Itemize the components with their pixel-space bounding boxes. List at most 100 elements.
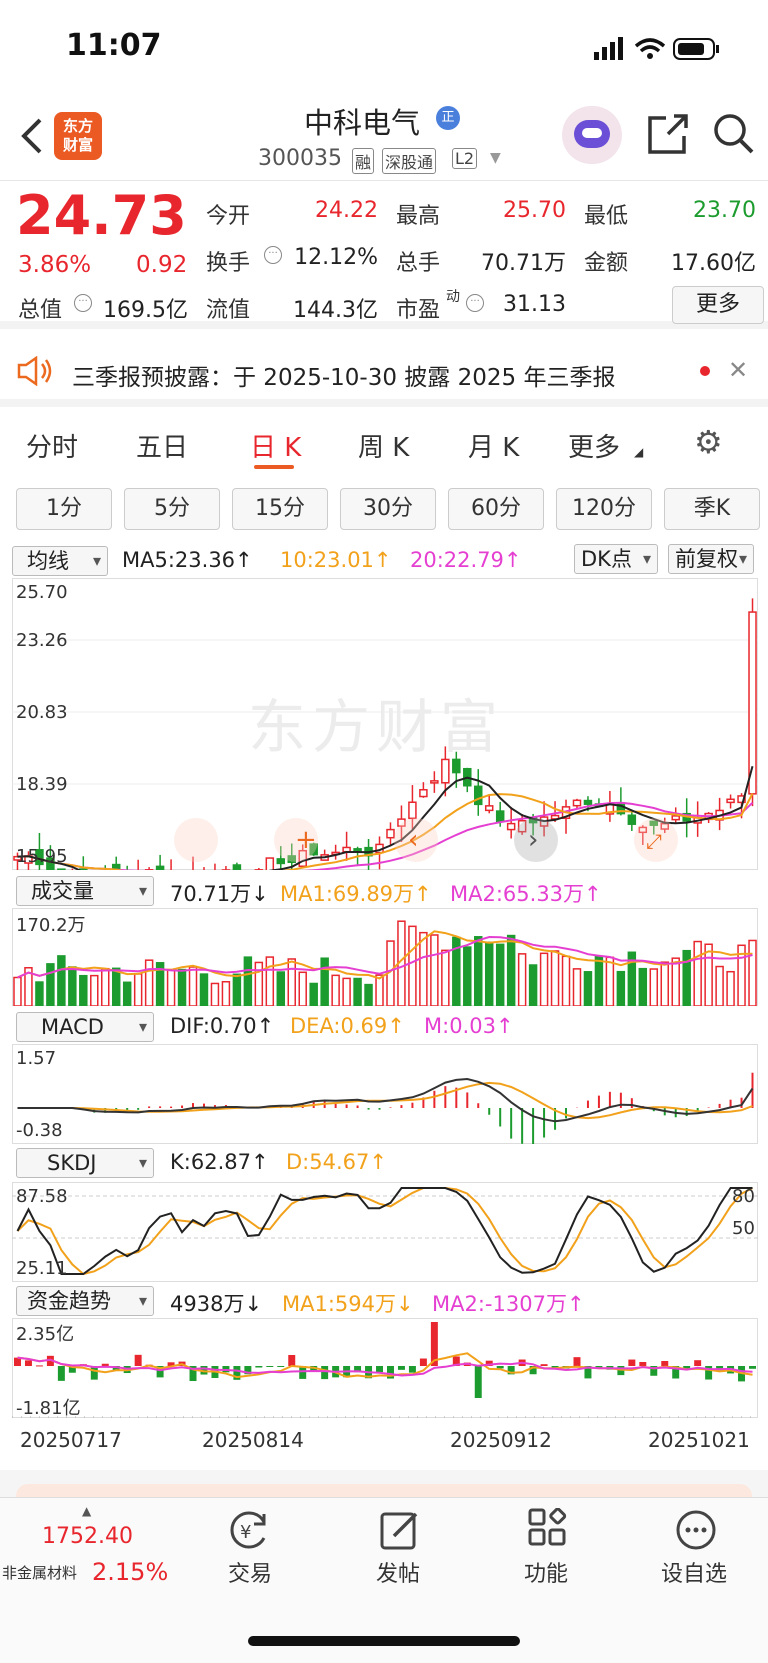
pe-value: 31.13 (503, 292, 566, 317)
candle-body (79, 868, 88, 870)
post-icon[interactable] (378, 1508, 422, 1552)
macd-tick-bottom: -0.38 (16, 1120, 63, 1141)
kline-chart[interactable]: + ‹ › ⤢ (12, 578, 758, 870)
fund-ma1: MA1:594万↓ (282, 1292, 414, 1316)
settings-gear-icon[interactable]: ⚙ (694, 423, 723, 461)
volume-selector[interactable]: 成交量 (16, 876, 154, 906)
volume-bar (484, 941, 494, 1006)
dropdown-icon[interactable]: ▼ (490, 150, 501, 166)
fund-bar (628, 1359, 636, 1366)
period-season[interactable]: 季K (664, 488, 760, 530)
connect-badge: 深股通 (382, 148, 437, 174)
back-arrow-icon[interactable] (18, 116, 48, 156)
fund-bar (156, 1366, 164, 1378)
date-label: 20251021 (648, 1428, 750, 1452)
candle-body (111, 863, 121, 870)
period-15min[interactable]: 15分 (232, 488, 328, 530)
notice-bar[interactable] (0, 337, 768, 407)
next-icon[interactable]: › (528, 825, 538, 855)
nav-trade[interactable]: 交易 (227, 1562, 272, 1587)
notice-text: 三季报预披露：于 2025-10-30 披露 2025 年三季报 (72, 365, 616, 391)
candle-body (35, 849, 44, 866)
share-icon[interactable] (646, 112, 690, 156)
fund-bar (672, 1366, 680, 1379)
volume-bar (550, 950, 560, 1006)
candle-body (495, 810, 505, 823)
tab-intraday[interactable]: 分时 (26, 433, 79, 463)
nav-functions[interactable]: 功能 (523, 1562, 568, 1587)
turnover-label: 换手 (206, 251, 251, 276)
skdj-selector[interactable]: SKDJ (16, 1148, 154, 1178)
nav-add-watchlist[interactable]: 设自选 (660, 1562, 727, 1587)
volume-bar (649, 968, 659, 1006)
volume-bar (276, 971, 286, 1006)
volume-bar (495, 943, 505, 1006)
close-icon[interactable]: ✕ (728, 356, 749, 384)
volume-bar (24, 967, 33, 1006)
functions-icon[interactable] (526, 1508, 570, 1552)
fund-bar (255, 1366, 263, 1368)
tab-weekly-k[interactable]: 周 K (358, 433, 410, 463)
volume-bar (122, 981, 132, 1006)
fund-bar (321, 1366, 329, 1380)
period-120min[interactable]: 120分 (556, 488, 652, 530)
fund-bar (573, 1357, 581, 1366)
tab-monthly-k[interactable]: 月 K (468, 433, 520, 463)
volume-bar (627, 951, 637, 1006)
candle-body (726, 798, 735, 804)
open-label: 今开 (206, 204, 251, 229)
low-value: 23.70 (693, 198, 756, 223)
expand-arrow-icon[interactable]: ▲ (82, 1504, 92, 1518)
fund-chart[interactable] (12, 1318, 758, 1418)
tab-five-day[interactable]: 五日 (136, 433, 189, 463)
skdj-level-80: 80 (732, 1186, 755, 1207)
candle-body (46, 857, 55, 870)
info-icon[interactable]: ··· (74, 294, 92, 312)
fund-bar (749, 1366, 756, 1369)
more-button[interactable]: 更多 (672, 286, 764, 324)
fund-bar (595, 1366, 603, 1368)
zoom-in-icon[interactable]: + (295, 825, 317, 855)
volume-bar (101, 967, 110, 1006)
amount-label: 金额 (584, 251, 629, 276)
fullscreen-icon[interactable]: ⤢ (646, 829, 662, 853)
period-30min[interactable]: 30分 (340, 488, 436, 530)
adjust-button[interactable]: 前复权 (668, 544, 754, 574)
dk-point-selector[interactable]: DK点 (574, 544, 658, 574)
fund-bar (540, 1364, 548, 1366)
ma5-value: MA5:23.36↑ (122, 548, 253, 572)
macd-selector[interactable]: MACD (16, 1012, 154, 1042)
tab-daily-k[interactable]: 日 K (250, 433, 302, 463)
macd-m: M:0.03↑ (424, 1014, 514, 1038)
volume-bar (408, 925, 417, 1006)
search-icon[interactable] (712, 112, 756, 156)
period-1min[interactable]: 1分 (16, 488, 112, 530)
more-dots-icon[interactable] (674, 1508, 718, 1552)
ma10-value: 10:23.01↑ (280, 548, 392, 572)
robot-assistant-icon[interactable] (562, 106, 622, 164)
volume-bar (463, 946, 472, 1006)
tab-more[interactable]: 更多 (568, 433, 621, 463)
volume-bar (309, 982, 318, 1006)
speaker-icon (17, 356, 52, 386)
macd-chart[interactable] (12, 1044, 758, 1144)
nav-post[interactable]: 发帖 (375, 1562, 420, 1587)
fund-bar (112, 1366, 120, 1372)
skdj-chart[interactable] (12, 1182, 758, 1282)
period-60min[interactable]: 60分 (448, 488, 544, 530)
volume-bar (704, 943, 713, 1006)
trade-icon[interactable]: ¥ (228, 1508, 272, 1552)
info-icon[interactable]: ··· (264, 246, 282, 264)
info-icon[interactable]: ··· (466, 294, 484, 312)
fund-bar (266, 1366, 274, 1367)
index-value[interactable]: 1752.40 (42, 1524, 133, 1549)
volume-chart[interactable] (12, 908, 758, 1006)
candle-body (474, 785, 483, 806)
fund-selector[interactable]: 资金趋势 (16, 1286, 154, 1316)
prev-icon[interactable]: ‹ (408, 825, 418, 855)
ma-selector[interactable]: 均线 (12, 546, 108, 576)
candle-body (737, 795, 746, 804)
period-5min[interactable]: 5分 (124, 488, 220, 530)
low-label: 最低 (584, 204, 629, 229)
more-arrow-icon: ◢ (634, 445, 644, 459)
